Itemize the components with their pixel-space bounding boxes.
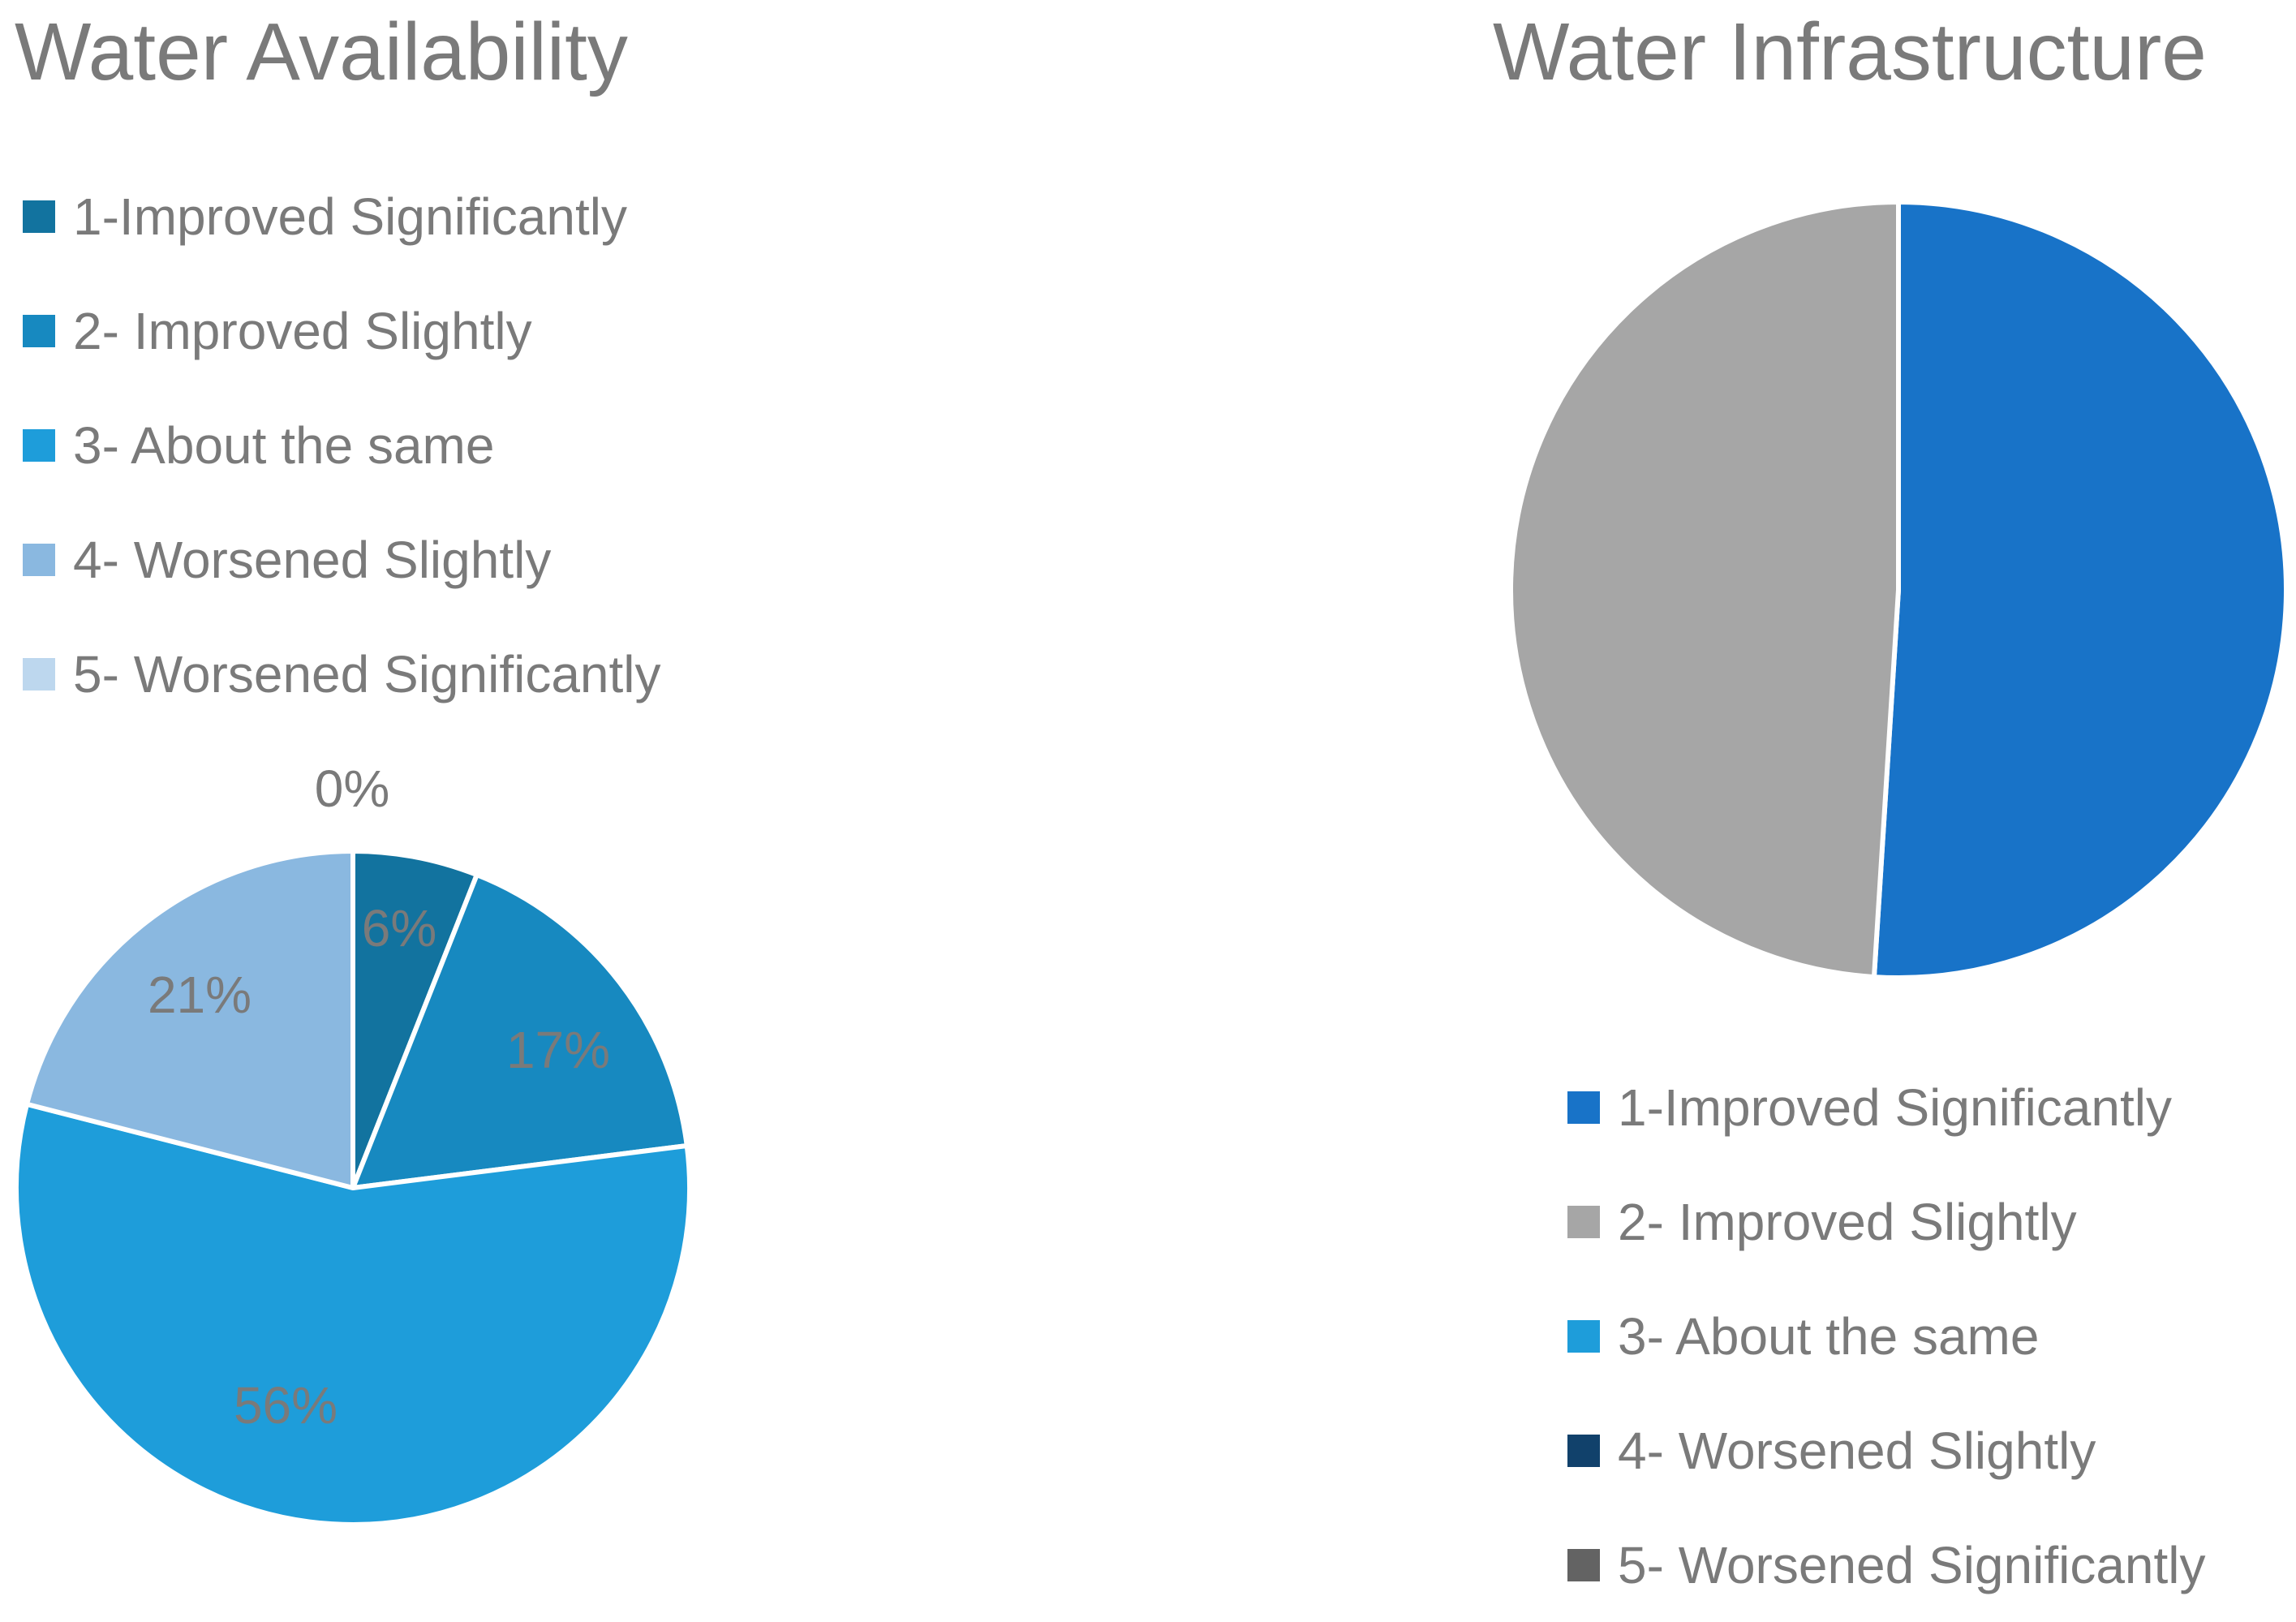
- legend-swatch: [1567, 1434, 1600, 1467]
- water-availability-data-label-3-about-the-same: 56%: [234, 1376, 338, 1435]
- legend-swatch: [1567, 1548, 1600, 1581]
- legend-item: 1-Improved Significantly: [1567, 1050, 2206, 1164]
- legend-item: 4- Worsened Slightly: [23, 502, 661, 617]
- legend-label: 5- Worsened Significantly: [73, 644, 661, 703]
- water-availability-data-label-1-improved-significantly: 6%: [362, 899, 437, 957]
- legend-label: 3- About the same: [1618, 1306, 2040, 1366]
- legend-swatch: [1567, 1319, 1600, 1353]
- legend-label: 3- About the same: [73, 415, 495, 475]
- legend-label: 1-Improved Significantly: [1618, 1078, 2172, 1137]
- water-availability-data-label-4-worsened-slightly: 21%: [148, 966, 252, 1024]
- legend-swatch: [1567, 1205, 1600, 1238]
- legend-item: 2- Improved Slightly: [23, 273, 661, 388]
- water-availability-slice-3-about-the-same: [14, 1101, 692, 1527]
- water-infrastructure-pie: [1508, 200, 2289, 980]
- legend-item: 1-Improved Significantly: [23, 159, 661, 273]
- legend-swatch: [23, 657, 55, 691]
- legend-item: 5- Worsened Significantly: [1567, 1508, 2206, 1622]
- water-availability-slice-4-worsened-slightly: [24, 849, 355, 1190]
- legend-label: 4- Worsened Slightly: [73, 530, 552, 589]
- legend-item: 3- About the same: [1567, 1279, 2206, 1393]
- legend-swatch: [23, 428, 55, 462]
- legend-label: 5- Worsened Significantly: [1618, 1535, 2206, 1594]
- water-availability-data-label-2-improved-slightly: 17%: [506, 1021, 610, 1079]
- water-availability-slice-2-improved-slightly: [350, 872, 690, 1190]
- legend-label: 1-Improved Significantly: [73, 187, 627, 246]
- legend-item: 5- Worsened Significantly: [23, 617, 661, 731]
- water-infrastructure-legend: 1-Improved Significantly 2- Improved Sli…: [1567, 1050, 2206, 1622]
- legend-label: 4- Worsened Slightly: [1618, 1421, 2096, 1480]
- water-infrastructure-slice-2-improved-slightly: [1508, 200, 1901, 980]
- legend-label: 2- Improved Slightly: [73, 301, 532, 360]
- water-availability-pie: 6% 17% 56% 21% 0%: [14, 759, 692, 1527]
- legend-swatch: [23, 314, 55, 347]
- legend-swatch: [1567, 1091, 1600, 1124]
- water-availability-title: Water Availability: [15, 6, 628, 97]
- water-availability-legend: 1-Improved Significantly 2- Improved Sli…: [23, 159, 661, 731]
- legend-swatch: [23, 200, 55, 233]
- legend-item: 3- About the same: [23, 388, 661, 502]
- legend-swatch: [23, 543, 55, 576]
- legend-label: 2- Improved Slightly: [1618, 1192, 2077, 1251]
- legend-item: 4- Worsened Slightly: [1567, 1393, 2206, 1508]
- water-availability-data-label-5-worsened-significantly: 0%: [315, 759, 390, 818]
- water-infrastructure-slice-1-improved-significantly: [1871, 200, 2289, 980]
- legend-item: 2- Improved Slightly: [1567, 1164, 2206, 1279]
- water-infrastructure-title: Water Infrastructure: [1493, 6, 2207, 97]
